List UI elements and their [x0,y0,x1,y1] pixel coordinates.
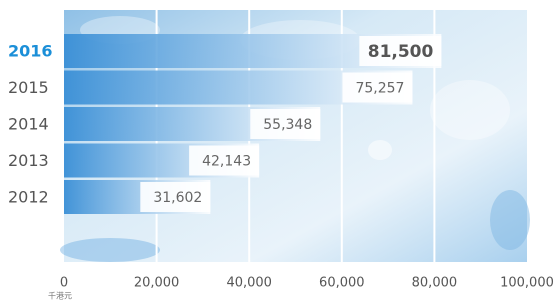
x-tick-label: 60,000 [319,276,365,291]
value-label: 75,257 [355,81,404,97]
x-tick-label: 100,000 [500,276,554,291]
category-label: 2014 [8,115,49,134]
chart: 81,500 75,257 55,348 42,143 31,602 0 20,000 40… [0,0,560,302]
value-label: 81,500 [368,42,434,62]
x-tick-label: 0 [60,276,68,291]
x-axis-unit: 千港元 [48,291,72,301]
value-label: 31,602 [153,190,202,206]
x-tick-label: 80,000 [412,276,458,291]
value-label: 42,143 [202,154,251,170]
x-tick-label: 20,000 [134,276,180,291]
category-label: 2012 [8,188,49,207]
value-label: 55,348 [263,117,312,133]
category-label: 2015 [8,78,49,97]
category-label: 2013 [8,151,49,170]
category-label: 2016 [8,42,53,61]
x-tick-label: 40,000 [226,276,272,291]
